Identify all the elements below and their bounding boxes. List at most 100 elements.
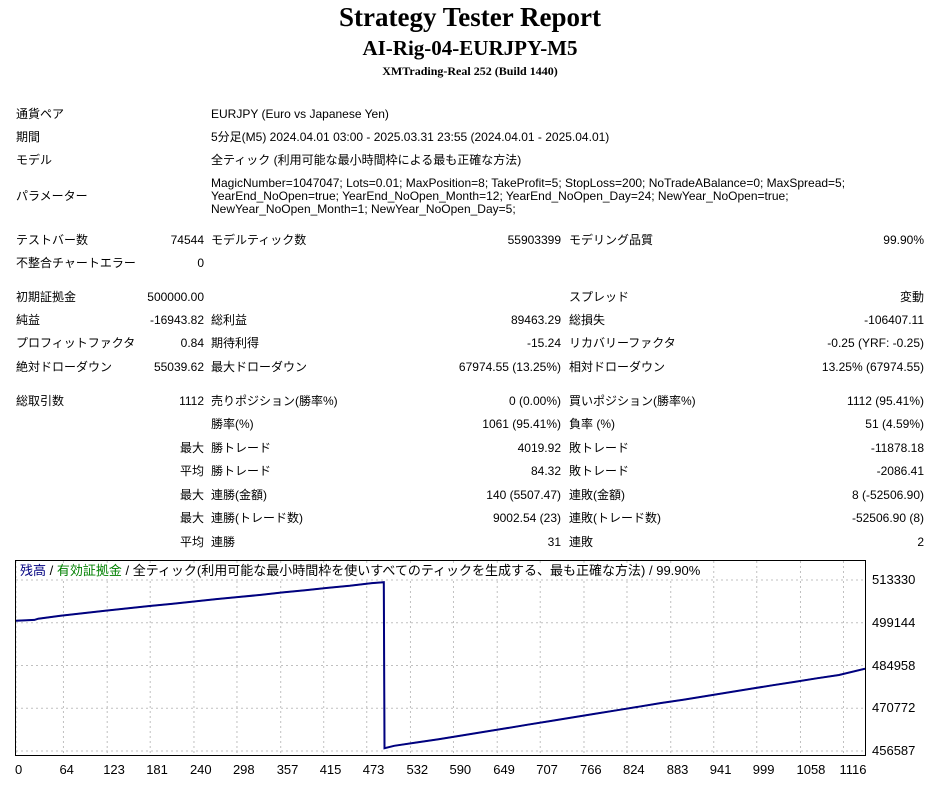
symbol-label: 通貨ペア xyxy=(16,107,65,121)
spread-label: スプレッド xyxy=(569,290,630,304)
bars-value: 74544 xyxy=(170,233,204,247)
avg-cons-loss-value: 2 xyxy=(917,535,924,549)
avg-win-label: 勝トレード xyxy=(211,464,272,478)
max-prefix: 最大 xyxy=(179,488,204,502)
loss-rate-value: 51 (4.59%) xyxy=(865,417,924,431)
x-tick-label: 240 xyxy=(189,762,212,777)
legend-equity: 有効証拠金 xyxy=(56,563,122,578)
max-cons-loss-cnt-label: 連敗(トレード数) xyxy=(569,511,661,525)
abs-dd-value: 55039.62 xyxy=(153,360,204,374)
quality-label: モデリング品質 xyxy=(569,233,654,247)
max-dd-value: 67974.55 (13.25%) xyxy=(458,360,561,374)
max-loss-value: -11878.18 xyxy=(870,441,924,455)
recovery-label: リカバリーファクタ xyxy=(569,336,676,350)
deposit-value: 500000.00 xyxy=(147,290,204,304)
short-label: 売りポジション(勝率%) xyxy=(211,394,338,408)
x-tick-label: 824 xyxy=(622,762,645,777)
period-label: 期間 xyxy=(16,130,41,144)
max-prefix: 最大 xyxy=(179,441,204,455)
x-tick-label: 64 xyxy=(59,762,74,777)
max-cons-win-amt-value: 140 (5507.47) xyxy=(486,488,561,502)
max-dd-label: 最大ドローダウン xyxy=(211,360,308,374)
x-tick-label: 0 xyxy=(15,762,23,777)
params-line: NewYear_NoOpen_Month=1; NewYear_NoOpen_D… xyxy=(211,202,516,216)
pf-value: 0.84 xyxy=(180,336,204,350)
long-value: 1112 (95.41%) xyxy=(847,394,924,408)
series-balance-line xyxy=(16,581,865,750)
x-tick-label: 473 xyxy=(362,762,385,777)
trades-label: 総取引数 xyxy=(16,394,65,408)
avg-cons-win-label: 連勝 xyxy=(211,535,236,549)
expected-label: 期待利得 xyxy=(211,336,260,350)
legend-description: / 全ティック(利用可能な最小時間枠を使いすべてのティックを生成する、最も正確な… xyxy=(121,563,701,578)
loss-rate-label: 負率 (%) xyxy=(569,417,615,431)
ticks-value: 55903399 xyxy=(507,233,561,247)
bars-label: テストバー数 xyxy=(16,233,89,247)
symbol-value: EURJPY (Euro vs Japanese Yen) xyxy=(211,107,389,121)
x-tick-label: 181 xyxy=(146,762,168,777)
balance-chart xyxy=(15,560,866,756)
x-tick-label: 883 xyxy=(666,762,689,777)
report-title: Strategy Tester Report xyxy=(339,2,601,32)
max-cons-loss-amt-value: 8 (-52506.90) xyxy=(851,488,924,502)
rel-dd-label: 相対ドローダウン xyxy=(569,360,666,374)
balance-chart-plot xyxy=(16,561,865,755)
x-tick-label: 298 xyxy=(232,762,255,777)
chart-legend: 残高 / 有効証拠金 / 全ティック(利用可能な最小時間枠を使いすべてのティック… xyxy=(20,563,701,579)
x-tick-label: 123 xyxy=(103,762,125,777)
x-tick-label: 357 xyxy=(276,762,299,777)
spread-value: 変動 xyxy=(899,290,924,304)
ticks-label: モデルティック数 xyxy=(211,233,307,247)
max-cons-loss-amt-label: 連敗(金額) xyxy=(569,488,625,502)
net-label: 純益 xyxy=(16,313,41,327)
recovery-value: -0.25 (YRF: -0.25) xyxy=(827,336,924,350)
model-value: 全ティック (利用可能な最小時間枠による最も正確な方法) xyxy=(211,153,522,167)
params-line: MagicNumber=1047047; Lots=0.01; MaxPosit… xyxy=(211,176,846,190)
quality-value: 99.90% xyxy=(883,233,924,247)
params-value: MagicNumber=1047047; Lots=0.01; MaxPosit… xyxy=(211,177,911,216)
gross-profit-value: 89463.29 xyxy=(510,313,561,327)
max-loss-label: 敗トレード xyxy=(569,441,630,455)
x-tick-label: 532 xyxy=(406,762,429,777)
win-rate-value: 1061 (95.41%) xyxy=(482,417,561,431)
x-tick-label: 999 xyxy=(752,762,775,777)
x-tick-label: 649 xyxy=(493,762,515,777)
x-tick-label: 707 xyxy=(536,762,558,777)
x-tick-label: 415 xyxy=(319,762,342,777)
max-win-label: 勝トレード xyxy=(211,441,272,455)
net-value: -16943.82 xyxy=(149,313,204,327)
y-tick-label: 484958 xyxy=(872,657,916,673)
model-label: モデル xyxy=(16,153,53,167)
max-cons-win-cnt-label: 連勝(トレード数) xyxy=(211,511,303,525)
max-cons-win-amt-label: 連勝(金額) xyxy=(211,488,267,502)
avg-prefix: 平均 xyxy=(179,535,204,549)
x-tick-label: 590 xyxy=(449,762,472,777)
gross-profit-label: 総利益 xyxy=(211,313,248,327)
expected-value: -15.24 xyxy=(526,336,561,350)
legend-balance: 残高 xyxy=(20,563,47,578)
gross-loss-value: -106407.11 xyxy=(864,313,924,327)
gross-loss-label: 総損失 xyxy=(569,313,606,327)
y-tick-label: 513330 xyxy=(872,572,916,587)
win-rate-label: 勝率(%) xyxy=(211,417,254,431)
legend-separator: / xyxy=(46,563,57,578)
y-tick-label: 499144 xyxy=(872,614,916,630)
trades-value: 1112 xyxy=(179,394,204,408)
period-value: 5分足(M5) 2024.04.01 03:00 - 2025.03.31 23… xyxy=(211,130,610,144)
x-tick-label: 1116 xyxy=(839,762,867,777)
max-cons-win-cnt-value: 9002.54 (23) xyxy=(492,511,561,525)
y-tick-label: 456587 xyxy=(872,743,916,758)
mismatch-label: 不整合チャートエラー xyxy=(16,256,136,270)
deposit-label: 初期証拠金 xyxy=(16,290,77,304)
x-tick-label: 941 xyxy=(709,762,732,777)
avg-loss-value: -2086.41 xyxy=(876,464,924,478)
pf-label: プロフィットファクタ xyxy=(16,336,136,350)
avg-cons-win-value: 31 xyxy=(547,535,561,549)
params-label: パラメーター xyxy=(16,189,88,203)
max-cons-loss-cnt-value: -52506.90 (8) xyxy=(851,511,924,525)
y-tick-label: 470772 xyxy=(872,700,916,716)
params-line: YearEnd_NoOpen=true; YearEnd_NoOpen_Mont… xyxy=(211,189,789,203)
avg-win-value: 84.32 xyxy=(530,464,561,478)
report-server: XMTrading-Real 252 (Build 1440) xyxy=(382,64,558,78)
avg-prefix: 平均 xyxy=(179,464,204,478)
